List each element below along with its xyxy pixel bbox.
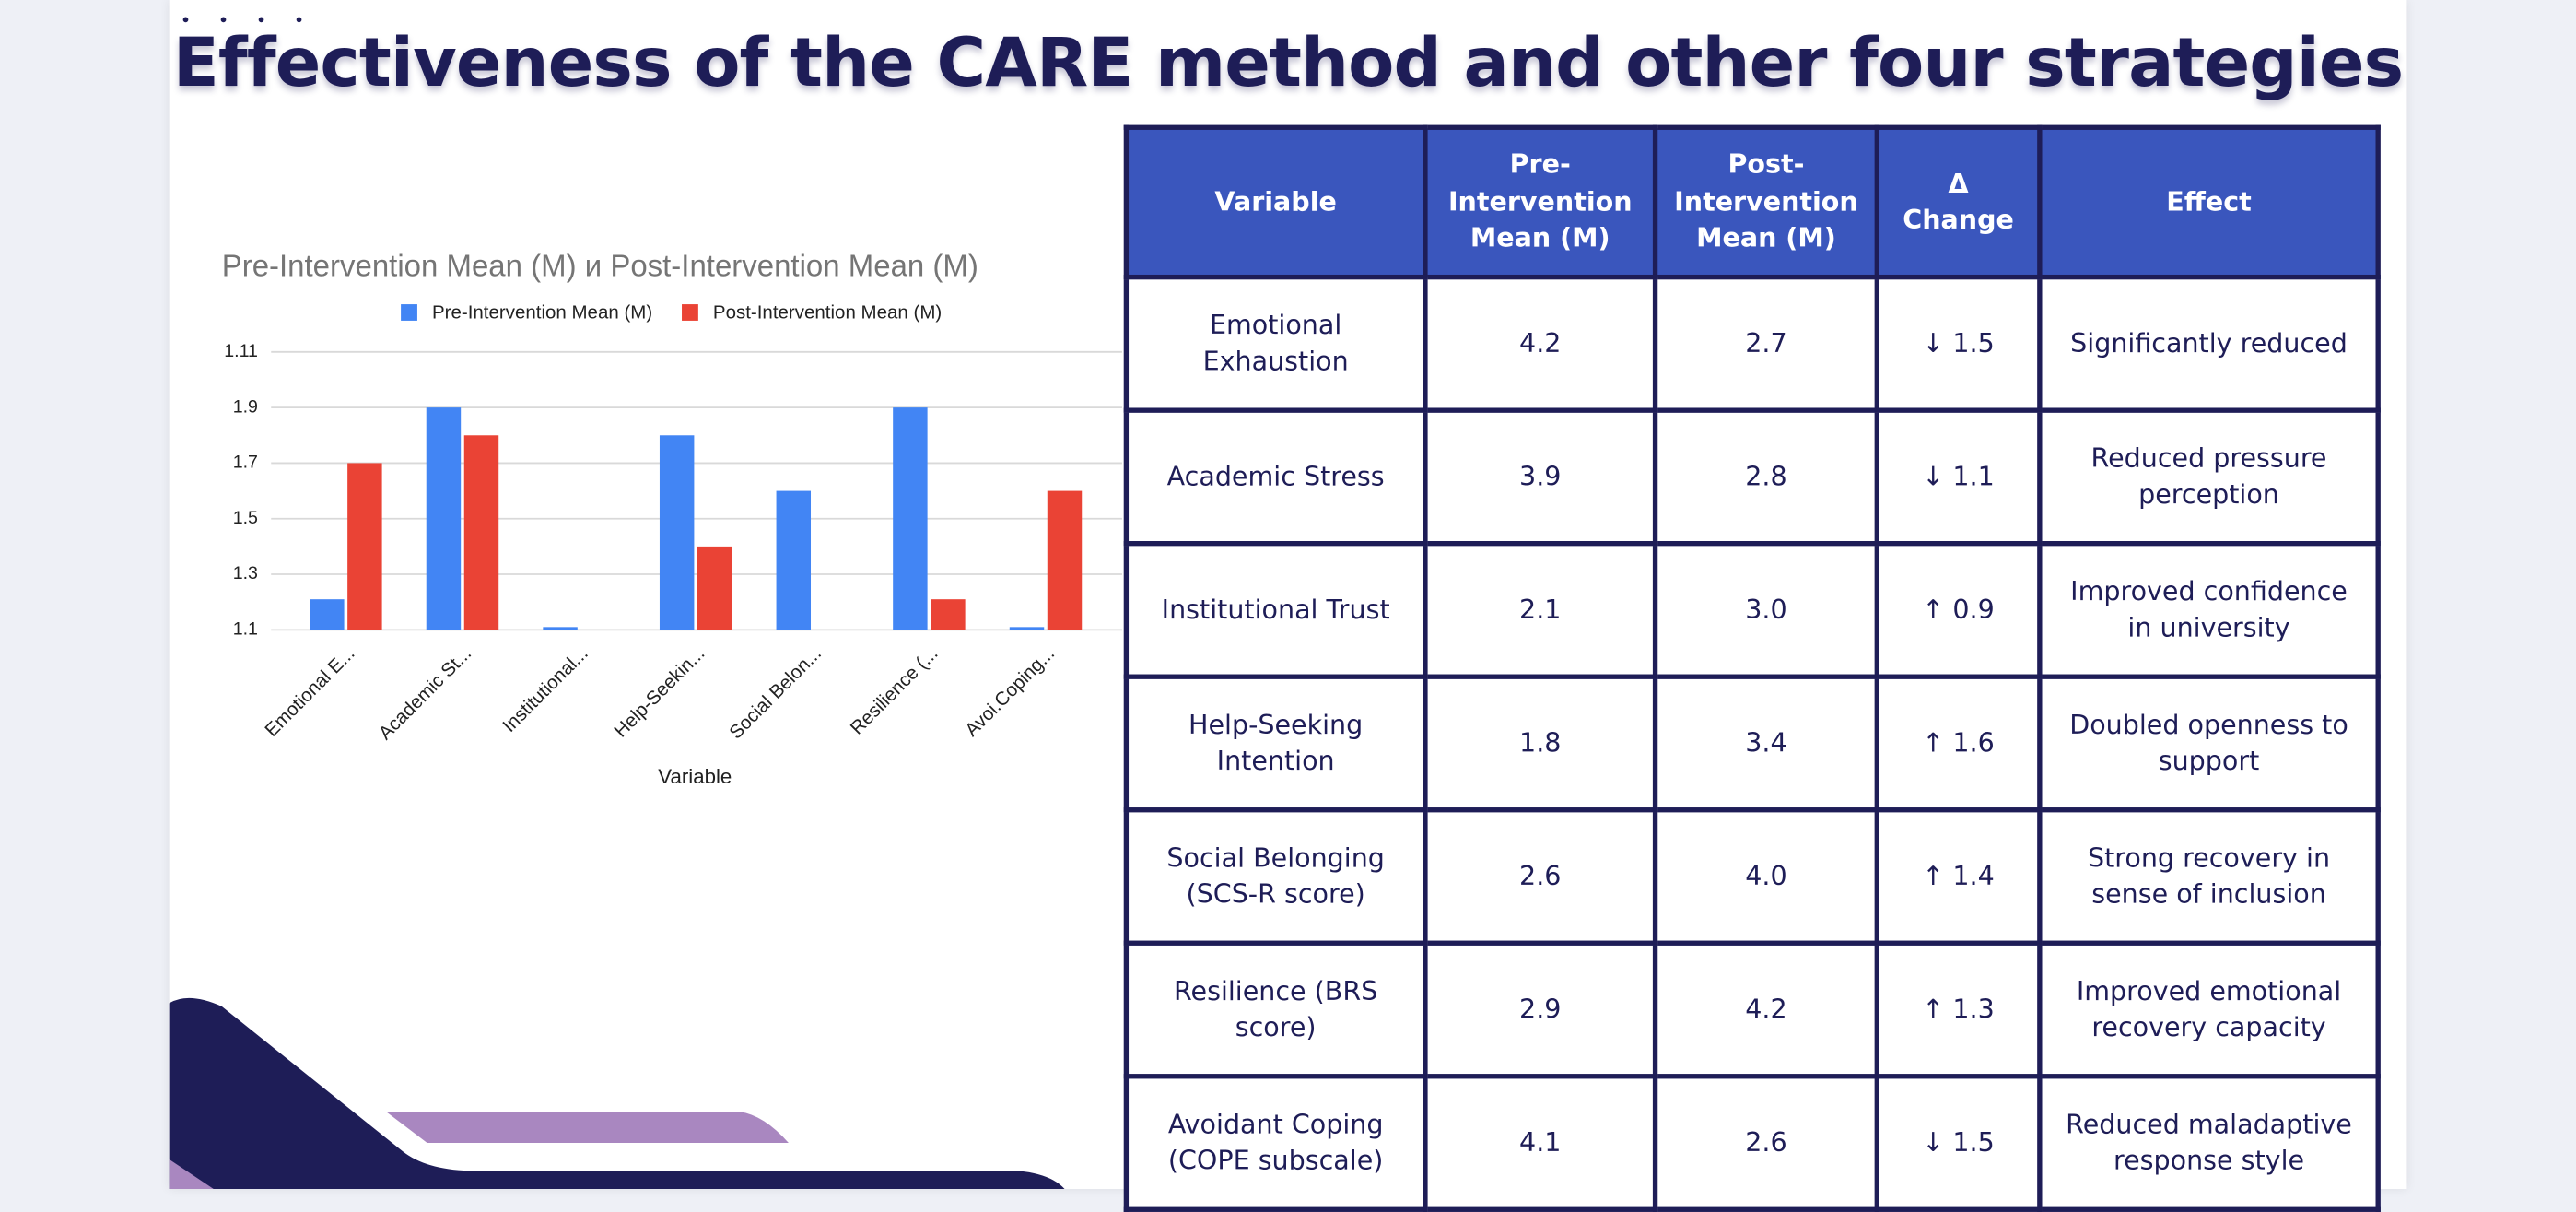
data-table: Variable Pre-Intervention Mean (M) Post-In…	[1123, 124, 2381, 1212]
table-cell: ↓ 1.1	[1874, 407, 2043, 547]
bar	[426, 407, 462, 630]
x-tick-label: Academic St...	[375, 642, 476, 744]
table-cell: Doubled openness to support	[2037, 674, 2381, 813]
table-row: Help-Seeking Intention 1.8 3.4 ↑ 1.6 Doubled…	[1123, 674, 2381, 813]
header-cell: Effect	[2037, 124, 2381, 280]
legend-label: Pre-Intervention Mean (M)	[432, 301, 652, 323]
table-cell: ↑ 1.4	[1874, 807, 2043, 946]
bar	[776, 490, 812, 630]
shape-navy	[169, 997, 1065, 1189]
table-cell: 3.9	[1423, 407, 1658, 547]
table-cell: 2.7	[1652, 274, 1879, 413]
table-row: Avoidant Coping (COPE subscale) 4.1 2.6 ↓ 1…	[1123, 1074, 2381, 1212]
table-cell: ↑ 0.9	[1874, 541, 2043, 679]
x-tick-label: Institutional...	[498, 642, 592, 736]
y-tick-label: 1.11	[224, 341, 258, 361]
table-cell: Reduced pressure perception	[2037, 407, 2381, 547]
table-cell: ↓ 1.5	[1874, 1074, 2043, 1212]
header-cell: Pre-Intervention Mean (M)	[1423, 124, 1658, 280]
y-tick-label: 1.7	[233, 453, 258, 473]
bar	[659, 435, 695, 630]
x-tick-label: Emotional E...	[261, 642, 358, 741]
bar	[893, 407, 928, 630]
table-cell: Emotional Exhaustion	[1123, 274, 1428, 413]
y-tick-label: 1.5	[233, 508, 258, 528]
table-row: Social Belonging (SCS-R score) 2.6 4.0 ↑ 1.…	[1123, 807, 2381, 946]
table-cell: Avoidant Coping (COPE subscale)	[1123, 1074, 1428, 1212]
table-cell: 2.6	[1423, 807, 1658, 946]
dots	[182, 17, 302, 57]
legend-swatch	[682, 304, 698, 321]
table-cell: 1.8	[1423, 674, 1658, 813]
legend-label: Post-Intervention Mean (M)	[713, 301, 942, 323]
y-tick-label: 1.1	[233, 619, 258, 640]
table-cell: Resilience (BRS score)	[1123, 940, 1428, 1079]
table-row: Emotional Exhaustion 4.2 2.7 ↓ 1.5 Significa…	[1123, 274, 2381, 413]
table-cell: 4.2	[1423, 274, 1658, 413]
x-tick-label: Social Belon...	[725, 642, 825, 743]
chart-title: Pre-Intervention Mean (M) и Post-Interve…	[222, 249, 978, 283]
table-cell: 4.1	[1423, 1074, 1658, 1212]
table-cell: 4.0	[1652, 807, 1879, 946]
slide-title: Effectiveness of the CARE method and oth…	[172, 22, 2404, 102]
bar	[463, 435, 499, 630]
table-cell: ↓ 1.5	[1874, 274, 2043, 413]
table-cell: 3.4	[1652, 674, 1879, 813]
x-tick-label: Avoi.Coping...	[961, 642, 1059, 740]
table-cell: Improved emotional recovery capacity	[2037, 940, 2381, 1079]
table-body: Emotional Exhaustion 4.2 2.7 ↓ 1.5 Significa…	[1123, 274, 2381, 1212]
x-tick-label: Resilience (...	[847, 642, 943, 738]
table-cell: Reduced maladaptive response style	[2037, 1074, 2381, 1212]
table-cell: Academic Stress	[1123, 407, 1428, 547]
table-cell: ↑ 1.6	[1874, 674, 2043, 813]
bar	[310, 599, 345, 630]
bar	[1009, 627, 1045, 630]
table-cell: 2.9	[1423, 940, 1658, 1079]
x-axis-label: Variable	[658, 765, 732, 788]
y-tick-label: 1.9	[233, 396, 258, 417]
table-cell: 3.0	[1652, 541, 1879, 679]
table-cell: Help-Seeking Intention	[1123, 674, 1428, 813]
table-cell: 2.1	[1423, 541, 1658, 679]
y-tick-label: 1.3	[233, 563, 258, 583]
bar	[931, 599, 966, 630]
table-cell: 4.2	[1652, 940, 1879, 1079]
table-cell: Improved confidence in university	[2037, 541, 2381, 679]
header-cell: Post-Intervention Mean (M)	[1652, 124, 1879, 280]
table-row: Institutional Trust 2.1 3.0 ↑ 0.9 Improved c…	[1123, 541, 2381, 679]
bar	[347, 463, 382, 630]
table-cell: Significantly reduced	[2037, 274, 2381, 413]
bar	[543, 627, 578, 630]
table-cell: 2.6	[1652, 1074, 1879, 1212]
table-row: Academic Stress 3.9 2.8 ↓ 1.1 Reduced pressu…	[1123, 407, 2381, 547]
x-tick-label: Help-Seekin...	[610, 642, 708, 741]
legend-swatch	[401, 304, 417, 321]
table-cell: ↑ 1.3	[1874, 940, 2043, 1079]
table-cell: Strong recovery in sense of inclusion	[2037, 807, 2381, 946]
header-cell: Variable	[1123, 124, 1428, 280]
table-cell: 2.8	[1652, 407, 1879, 547]
shape-purple-bar	[386, 1112, 789, 1144]
bar	[1047, 490, 1083, 630]
bar	[697, 546, 732, 630]
table-cell: Institutional Trust	[1123, 541, 1428, 679]
header-row: Variable Pre-Intervention Mean (M) Post-In…	[1123, 124, 2381, 280]
table-cell: Social Belonging (SCS-R score)	[1123, 807, 1428, 946]
table-row: Resilience (BRS score) 2.9 4.2 ↑ 1.3 Improve…	[1123, 940, 2381, 1079]
header-cell: Δ Change	[1874, 124, 2043, 280]
